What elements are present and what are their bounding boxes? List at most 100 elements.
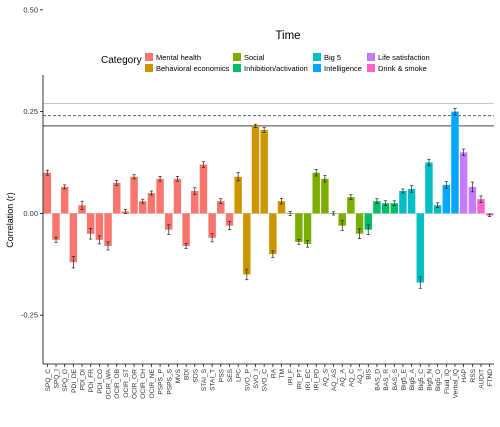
legend-label: Drink & smoke [378, 64, 427, 73]
bar [69, 213, 78, 263]
x-tick-label: AQ_A [340, 368, 347, 386]
legend-label: Social [244, 53, 265, 62]
error-bar [383, 200, 388, 207]
error-bar [80, 200, 84, 210]
error-bar [45, 169, 49, 176]
legend: Mental health Behavioral economics Social I… [145, 53, 430, 73]
error-bars-group [45, 108, 492, 289]
error-bar [444, 181, 448, 189]
bar [95, 213, 104, 240]
error-bar [149, 190, 154, 196]
error-bar [54, 237, 58, 243]
legend-swatch [233, 64, 241, 72]
error-bar [262, 127, 266, 133]
bar [199, 164, 208, 214]
x-tick-label: SVO_C [262, 369, 269, 392]
bar [191, 191, 199, 214]
x-tick-label: IRI_F [288, 369, 295, 385]
y-tick-label: 0.25 [23, 107, 38, 116]
bar [433, 205, 442, 214]
error-bar [167, 224, 171, 235]
bar [355, 213, 364, 234]
error-bar [401, 188, 405, 194]
bar [451, 111, 459, 214]
bar [147, 193, 156, 214]
error-bar [158, 176, 162, 182]
error-bar [366, 224, 370, 235]
y-tick-label: 0.50 [23, 5, 38, 14]
bar [390, 203, 398, 214]
bar [277, 201, 286, 214]
error-bar [227, 221, 232, 231]
bar [243, 213, 251, 275]
error-bar [357, 228, 362, 239]
x-tick-label: FTND [487, 369, 494, 387]
error-bar [470, 181, 474, 193]
x-tick-label: AQ_C [348, 369, 355, 387]
error-bar [297, 239, 301, 245]
y-axis-label: Correlation (r) [5, 192, 15, 248]
bar [338, 213, 346, 226]
x-tick-label: BAS_S [392, 368, 399, 390]
bar [347, 197, 355, 214]
legend-swatch [233, 53, 241, 61]
bar [381, 203, 390, 214]
error-bar [245, 268, 249, 281]
x-tick-label: RA [270, 368, 277, 378]
error-bar [418, 276, 422, 289]
legend-label: Life satisfaction [378, 53, 430, 62]
error-bar [488, 213, 492, 218]
x-tick-label: PDI_CO [97, 369, 104, 394]
error-bar [71, 256, 75, 269]
bar [43, 172, 52, 214]
bar [86, 213, 95, 234]
x-tick-label: SPQ_I [54, 369, 61, 389]
bar [425, 162, 433, 214]
legend-label: Mental health [156, 53, 201, 62]
error-bar [331, 211, 336, 216]
bar [52, 213, 60, 240]
bar [260, 129, 268, 214]
error-bar [410, 185, 414, 193]
x-tick-label: PSS [218, 368, 225, 382]
x-tick-label: IRI_PT [296, 369, 303, 390]
error-bar [253, 123, 258, 128]
x-tick-label: Fluid_IQ [444, 369, 451, 394]
error-bar [210, 233, 214, 243]
bar [312, 172, 320, 214]
x-tick-label: BAS_R [383, 369, 390, 391]
x-tick-label: OCIR_NE [149, 368, 156, 398]
x-tick-label: PSPS_P [158, 368, 165, 394]
x-tick-label: SPQ_C [45, 369, 52, 392]
x-tick-label: BAS_D [374, 369, 381, 391]
bar [251, 125, 260, 214]
error-bar [305, 240, 310, 248]
x-tick-label: IRI_EC [305, 369, 312, 390]
bar [112, 182, 121, 214]
bar [468, 186, 477, 214]
x-tick-label: OCIR_OB [114, 368, 121, 398]
x-tick-label: PDI_DE [71, 368, 78, 392]
x-tick-label: SPQ_O [62, 369, 69, 392]
x-tick-label: SES [227, 368, 234, 382]
bar [234, 176, 242, 214]
x-tick-label: Big5_E [400, 368, 407, 390]
bar [165, 213, 173, 230]
error-bar [141, 198, 145, 204]
error-bar [89, 228, 93, 240]
error-bar [279, 197, 284, 205]
x-tick-label: TM [279, 369, 286, 379]
x-tick-label: MVS [175, 368, 182, 383]
error-bar [288, 211, 292, 216]
bar [442, 184, 451, 214]
x-tick-label: BDI [184, 369, 191, 380]
bar [104, 213, 112, 246]
error-bar [375, 198, 379, 204]
error-bar [184, 243, 188, 249]
x-tick-label: IRI_PD [314, 369, 321, 390]
bar [225, 213, 234, 226]
x-tick-label: SVO_I [253, 369, 260, 389]
error-bar [462, 148, 466, 156]
error-bar [219, 198, 223, 204]
